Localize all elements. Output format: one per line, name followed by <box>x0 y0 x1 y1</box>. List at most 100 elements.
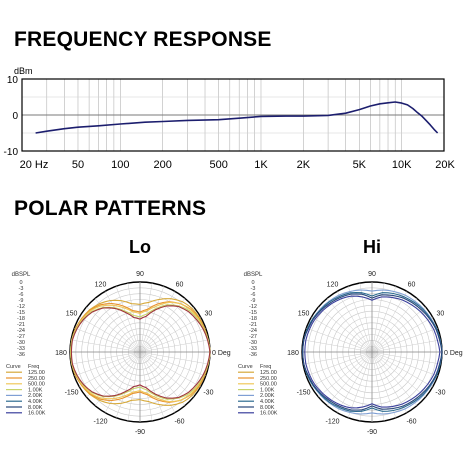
polar-angle-label: 120 <box>95 282 107 289</box>
scale-tick-label: -18 <box>249 316 257 322</box>
polar-spoke <box>326 298 373 353</box>
legend-label: 250.00 <box>260 376 277 382</box>
scale-tick-label: -21 <box>249 322 257 328</box>
polar-spoke <box>139 351 194 398</box>
polar-ring <box>330 310 414 394</box>
legend-label: 4.00K <box>28 399 43 405</box>
scale-tick-label: -27 <box>249 334 257 340</box>
polar-angle-label: -30 <box>203 390 213 397</box>
polar-spoke <box>371 351 385 421</box>
polar-ring <box>98 310 182 394</box>
polar-spoke <box>139 298 186 353</box>
polar-angle-label: 150 <box>298 311 310 318</box>
scale-tick-label: -9 <box>251 298 256 304</box>
polar-spoke <box>306 351 373 377</box>
polar-angle-label: 0 Deg <box>444 350 463 357</box>
x-tick-label: 50 <box>72 159 84 171</box>
polar-angle-label: -60 <box>174 418 184 425</box>
polar-ring <box>87 299 193 405</box>
polar-angle-label: -90 <box>367 429 377 436</box>
polar-spoke <box>139 339 209 353</box>
polar-curve-8.00K <box>302 293 443 411</box>
polar-spoke <box>139 283 153 353</box>
polar-spoke <box>371 286 397 353</box>
polar-spoke <box>306 327 373 353</box>
polar-spoke <box>94 298 141 353</box>
polar-spoke <box>139 351 186 406</box>
legend-label: 2.00K <box>260 393 275 399</box>
legend-label: 4.00K <box>260 399 275 405</box>
polar-spoke <box>139 351 153 421</box>
scale-tick-label: -12 <box>17 304 25 310</box>
polar-angle-label: -120 <box>93 418 107 425</box>
polar-spoke <box>115 351 141 418</box>
scale-tick-label: -18 <box>17 316 25 322</box>
x-tick-label: 500 <box>209 159 227 171</box>
polar-ring <box>365 345 379 359</box>
scale-tick-label: -15 <box>249 310 257 316</box>
polar-angle-label: -150 <box>297 390 311 397</box>
polar-spoke <box>139 291 176 353</box>
polar-spoke <box>371 351 441 365</box>
polar-ring <box>348 328 396 376</box>
polar-spoke <box>139 286 165 353</box>
scale-tick-label: -33 <box>17 346 25 352</box>
legend-header-freq: Freq <box>28 364 39 370</box>
legend-label: 500.00 <box>28 382 45 388</box>
polar-spoke <box>139 306 194 353</box>
plot-frame <box>21 78 445 152</box>
x-tick-label: 20 Hz <box>20 159 49 171</box>
polar-spoke <box>139 351 176 413</box>
legend-header-curve: Curve <box>6 364 21 370</box>
legend-label: 250.00 <box>28 376 45 382</box>
polar-curve-1.00K <box>70 304 211 400</box>
scale-tick-label: -33 <box>249 346 257 352</box>
scale-tick-label: 0 <box>19 280 22 286</box>
polar-ring <box>336 316 408 388</box>
polar-spoke <box>139 327 206 353</box>
polar-ring <box>313 293 431 411</box>
y-tick-label: 0 <box>12 111 18 122</box>
polar-angle-label: 30 <box>437 311 445 318</box>
polar-spoke <box>115 286 141 353</box>
x-tick-label: 10K <box>392 159 412 171</box>
polar-ring <box>325 305 419 399</box>
polar-spoke <box>127 283 141 353</box>
legend-label: 16.00K <box>28 411 46 417</box>
polar-spoke <box>318 306 373 353</box>
polar-spoke <box>371 306 426 353</box>
polar-spoke <box>336 291 373 353</box>
scale-tick-label: -9 <box>19 298 24 304</box>
x-tick-label: 20K <box>435 159 455 171</box>
scale-tick-label: -36 <box>249 352 257 358</box>
x-tick-label: 2K <box>297 159 311 171</box>
polar-ring <box>354 334 390 370</box>
y-axis-label: dBm <box>14 66 33 76</box>
scale-tick-label: -12 <box>249 304 257 310</box>
scale-tick-label: -30 <box>249 340 257 346</box>
polar-ring <box>81 293 199 411</box>
scale-tick-label: -3 <box>251 286 256 292</box>
x-tick-label: 1K <box>254 159 268 171</box>
x-tick-label: 200 <box>153 159 171 171</box>
polar-angle-label: 150 <box>66 311 78 318</box>
polar-ring <box>75 287 205 417</box>
legend-label: 125.00 <box>260 370 277 376</box>
polar-angle-label: 60 <box>176 282 184 289</box>
polar-angle-label: -60 <box>406 418 416 425</box>
polar-spoke <box>71 339 141 353</box>
polar-spoke <box>139 351 201 388</box>
polar-spoke <box>79 316 141 353</box>
polar-ring <box>342 322 402 382</box>
polar-angle-label: -150 <box>65 390 79 397</box>
polar-spoke <box>371 351 408 413</box>
polar-curve-500.00 <box>70 301 211 403</box>
legend-label: 8.00K <box>260 405 275 411</box>
y-tick-label: -10 <box>4 147 19 158</box>
polar-spoke <box>139 351 165 418</box>
polar-spoke <box>74 351 141 377</box>
x-tick-label: 5K <box>353 159 367 171</box>
